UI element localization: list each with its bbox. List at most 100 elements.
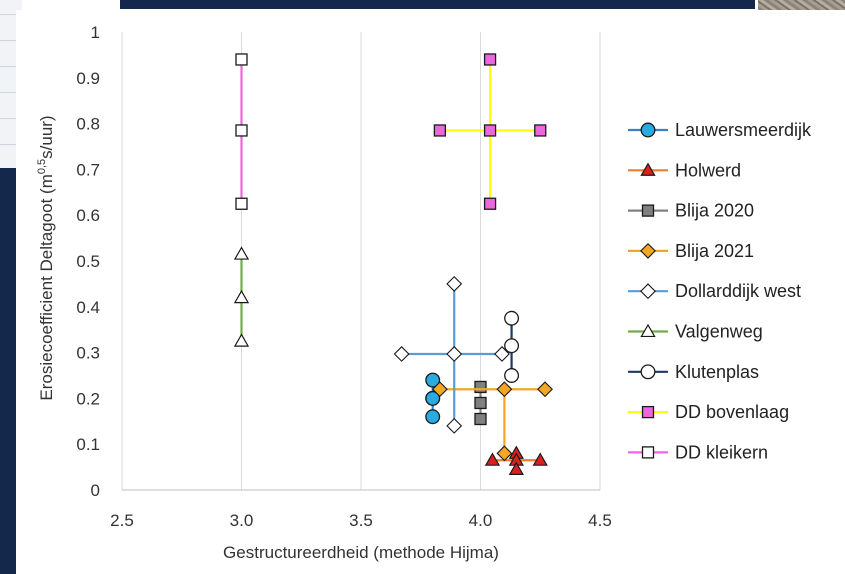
y-tick-label: 0.5 — [76, 252, 100, 271]
point-diamond — [393, 346, 410, 362]
y-tick-label: 0.4 — [76, 298, 100, 317]
legend-label: DD bovenlaag — [675, 402, 789, 422]
y-tick-label: 0.2 — [76, 389, 100, 408]
y-tick-label: 0.3 — [76, 344, 100, 363]
point-circle — [425, 390, 441, 406]
point-square — [474, 412, 487, 426]
y-tick-label: 0.7 — [76, 160, 100, 179]
legend-item: DD bovenlaag — [628, 402, 789, 422]
series-group — [474, 380, 487, 426]
point-square — [641, 446, 655, 459]
legend-label: Holwerd — [675, 160, 741, 180]
point-circle — [640, 122, 656, 138]
point-diamond — [640, 242, 656, 259]
background-left-panel — [0, 168, 16, 574]
point-square — [474, 396, 487, 410]
point-diamond — [446, 417, 463, 434]
series-group — [233, 246, 250, 347]
series-group — [235, 53, 248, 210]
point-triangle — [484, 452, 501, 466]
series-group — [425, 372, 441, 425]
y-tick-label: 0.1 — [76, 435, 100, 454]
point-square — [534, 124, 547, 137]
background-header-bar — [120, 0, 755, 9]
y-axis-title-tail: s/uur) — [37, 115, 56, 158]
point-triangle — [640, 323, 656, 338]
y-axis-title-main: Erosiecoefficient Deltagoot (m — [37, 174, 56, 400]
series-group — [431, 381, 553, 462]
legend-label: Blija 2021 — [675, 241, 754, 261]
chart-panel: 2.5 3.0 3.5 4.0 4.5 0 0.1 0.2 0.3 0.4 0.5 0.6 0.7 0.8… — [16, 10, 845, 574]
background-divider — [0, 144, 22, 145]
x-tick-label: 3.0 — [230, 511, 254, 530]
y-tick-label: 0.6 — [76, 206, 100, 225]
legend-label: Klutenplas — [675, 362, 759, 382]
point-diamond — [496, 381, 513, 398]
x-axis-title: Gestructureerdheid (methode Hijma) — [223, 543, 499, 562]
point-square — [641, 204, 655, 217]
legend-item: Holwerd — [628, 160, 741, 180]
legend-label: Blija 2020 — [675, 201, 754, 221]
point-diamond — [431, 381, 448, 398]
background-divider — [0, 92, 22, 93]
point-triangle — [508, 461, 524, 475]
y-axis-title-superscript: 0,5 — [36, 159, 48, 174]
legend-label: DD kleikern — [675, 442, 768, 462]
legend-item: Blija 2020 — [628, 201, 754, 221]
data-series — [233, 53, 553, 475]
point-circle — [504, 310, 520, 326]
y-tick-label: 0 — [91, 481, 100, 500]
point-square — [433, 124, 447, 137]
x-tick-label: 2.5 — [110, 511, 134, 530]
series-group — [484, 445, 548, 475]
point-square — [483, 124, 497, 137]
point-square — [483, 197, 497, 210]
point-square — [235, 124, 248, 137]
y-tick-label: 0.8 — [76, 115, 100, 134]
legend-item: Dollarddijk west — [628, 281, 801, 301]
background-divider — [0, 118, 22, 119]
x-tick-label: 4.5 — [588, 511, 612, 530]
point-square — [641, 405, 655, 419]
point-diamond — [446, 275, 463, 292]
x-tick-label: 4.0 — [469, 511, 493, 530]
point-triangle — [640, 162, 656, 176]
legend-item: Blija 2021 — [628, 241, 754, 261]
legend-item: Lauwersmeerdijk — [628, 120, 812, 140]
legend-label: Lauwersmeerdijk — [675, 120, 812, 140]
point-diamond — [494, 346, 510, 362]
point-circle — [504, 338, 520, 354]
legend-item: Valgenweg — [628, 322, 763, 342]
legend-item: Klutenplas — [628, 362, 759, 382]
point-diamond — [446, 346, 463, 362]
point-circle — [504, 368, 520, 383]
y-tick-label: 0.9 — [76, 69, 100, 88]
point-diamond — [640, 283, 656, 300]
point-square — [483, 53, 497, 66]
point-circle — [425, 372, 441, 388]
legend-item: DD kleikern — [628, 442, 768, 462]
tick-labels: 2.5 3.0 3.5 4.0 4.5 0 0.1 0.2 0.3 0.4 0.5 0.6 0.7 0.8… — [76, 23, 611, 530]
series-group — [433, 53, 547, 210]
y-axis-title: Erosiecoefficient Deltagoot (m0,5s/uur) — [36, 115, 56, 400]
x-tick-label: 3.5 — [349, 511, 373, 530]
point-triangle — [233, 246, 250, 260]
point-triangle — [233, 289, 250, 304]
background-divider — [0, 66, 22, 67]
scatter-chart: 2.5 3.0 3.5 4.0 4.5 0 0.1 0.2 0.3 0.4 0.5 0.6 0.7 0.8… — [36, 23, 812, 562]
point-diamond — [537, 381, 553, 398]
point-triangle — [532, 452, 548, 466]
legend-label: Valgenweg — [675, 322, 763, 342]
legend-label: Dollarddijk west — [675, 281, 801, 301]
series-group — [504, 310, 520, 383]
point-square — [235, 53, 248, 66]
series-group — [393, 275, 510, 434]
y-tick-label: 1 — [91, 23, 100, 42]
point-square — [474, 380, 487, 394]
background-divider — [0, 14, 22, 15]
point-square — [235, 197, 248, 210]
background-divider — [0, 40, 22, 41]
point-circle — [425, 409, 441, 425]
legend: Lauwersmeerdijk Holwerd Blija 2020 Blija 20… — [628, 120, 812, 462]
point-circle — [640, 364, 656, 380]
